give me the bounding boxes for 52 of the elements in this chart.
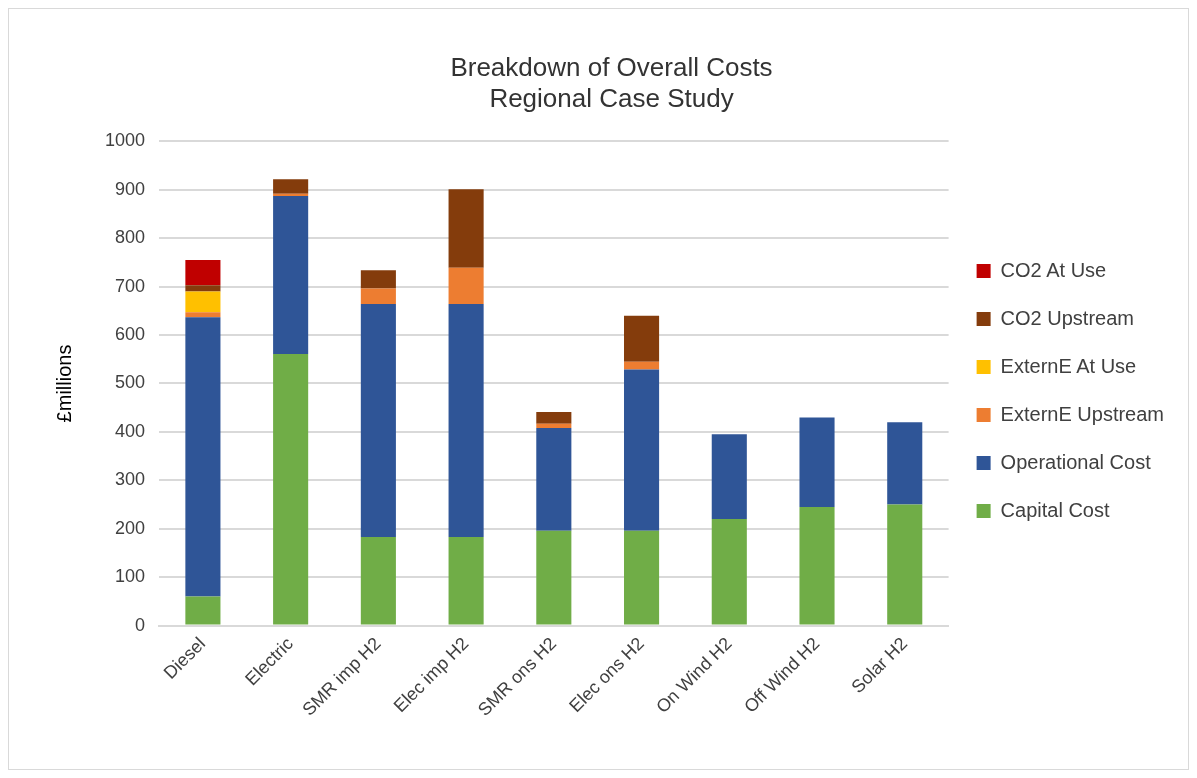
x-tick-label: Elec imp H2 <box>389 633 473 717</box>
bar <box>887 422 923 505</box>
y-tick-label: 100 <box>115 566 146 587</box>
y-tick-label: 600 <box>115 324 146 345</box>
bar <box>185 260 221 286</box>
bar <box>711 434 747 520</box>
bar <box>624 369 660 531</box>
legend-label: ExternE Upstream <box>1000 402 1164 425</box>
bar <box>799 506 835 625</box>
y-tick-label: 800 <box>115 227 146 248</box>
bar <box>711 519 747 625</box>
bar <box>448 536 484 625</box>
y-axis-title: £millions <box>52 344 75 423</box>
bar <box>536 412 572 424</box>
x-tick-label: Elec ons H2 <box>565 633 648 717</box>
legend-label: CO2 At Use <box>1000 258 1107 281</box>
bar <box>185 596 221 625</box>
bar <box>536 428 572 531</box>
bar <box>536 423 572 429</box>
bar <box>624 361 660 370</box>
bar <box>536 530 572 625</box>
bar <box>185 285 221 292</box>
y-tick-label: 900 <box>115 178 146 199</box>
y-tick-label: 200 <box>115 517 146 538</box>
bar <box>273 196 309 354</box>
bar <box>799 417 835 507</box>
y-tick-label: 700 <box>115 275 146 296</box>
y-tick-label: 300 <box>115 469 146 490</box>
bar <box>448 267 484 305</box>
y-tick-label: 500 <box>115 372 146 393</box>
bar <box>448 189 484 268</box>
bar <box>360 288 396 305</box>
bar <box>273 179 309 194</box>
bar <box>273 353 309 625</box>
bar <box>360 270 396 289</box>
legend-label: Operational Cost <box>1000 450 1152 473</box>
bar <box>360 304 396 537</box>
y-tick-label: 1000 <box>105 130 146 151</box>
bar <box>887 504 923 625</box>
legend-label: CO2 Upstream <box>1000 306 1134 329</box>
bar <box>185 312 221 318</box>
bar <box>448 304 484 537</box>
bar <box>185 291 221 313</box>
legend-label: Capital Cost <box>1000 498 1110 521</box>
y-tick-label: 400 <box>115 420 146 441</box>
bar <box>360 536 396 625</box>
bar <box>624 530 660 625</box>
chart-title: Breakdown of Overall Costs Regional Case Study <box>450 51 773 113</box>
bar <box>624 315 660 362</box>
y-tick-label: 0 <box>135 614 146 635</box>
legend-label: ExternE At Use <box>1000 354 1137 377</box>
bar <box>185 317 221 597</box>
